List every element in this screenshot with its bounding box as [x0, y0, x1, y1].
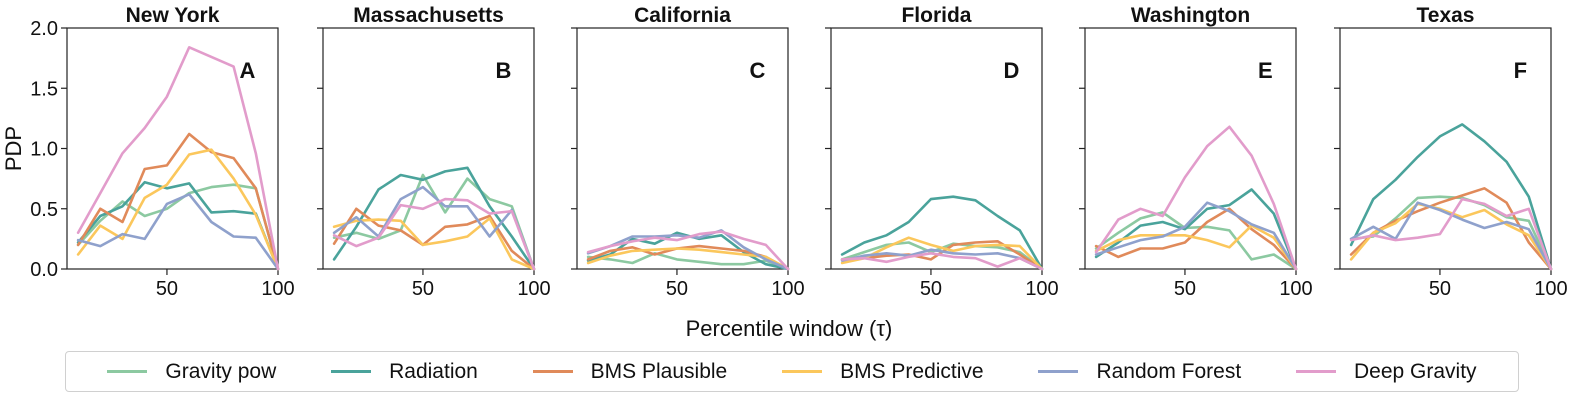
panel-title: Texas: [1417, 4, 1475, 27]
x-tick-label: 100: [261, 278, 294, 300]
legend-item: BMS Predictive: [782, 360, 984, 384]
series-line-deep-gravity: [1349, 197, 1553, 271]
y-axis-label: PDP: [1, 126, 26, 171]
series-line-random-forest: [332, 185, 536, 271]
series-line-deep-gravity: [76, 45, 280, 271]
series-line-radiation: [1349, 123, 1553, 271]
series-line-bms-predictive: [586, 247, 790, 271]
series-line-gravity-pow: [1094, 211, 1298, 271]
series-line-bms-plausible: [332, 207, 536, 271]
series-line-gravity-pow: [586, 252, 790, 271]
series-line-random-forest: [1094, 201, 1298, 271]
panel-title: New York: [126, 4, 220, 27]
legend-item: Random Forest: [1038, 360, 1241, 384]
x-tick-label: 50: [412, 278, 434, 300]
series-line-deep-gravity: [840, 252, 1044, 271]
series-line-bms-plausible: [76, 132, 280, 271]
legend-swatch: [107, 370, 148, 373]
legend-item: BMS Plausible: [532, 359, 728, 384]
series-line-random-forest: [76, 193, 280, 271]
panel-washington: Washington E 50 100: [1079, 4, 1313, 300]
panel-letter: F: [1514, 58, 1527, 83]
panel-massachusetts: Massachusetts B 50 100: [317, 4, 551, 300]
legend-swatch: [1296, 370, 1336, 373]
legend-swatch: [331, 370, 372, 373]
x-tick-label: 100: [1534, 278, 1567, 300]
panel-florida: Florida D 50 100: [825, 4, 1059, 300]
legend-item: Gravity pow: [107, 360, 276, 384]
series-line-deep-gravity: [1094, 125, 1298, 271]
series-line-bms-predictive: [840, 236, 1044, 271]
series-line-radiation: [76, 180, 280, 271]
x-tick-label: 50: [666, 278, 688, 300]
legend-label: Radiation: [389, 359, 478, 383]
panel-new-york: New York A 0.0 0.5 1.0 1.5 2.0 50 100: [30, 4, 295, 300]
x-tick-label: 100: [771, 278, 804, 300]
series-line-bms-plausible: [1094, 207, 1298, 271]
panel-title: Massachusetts: [353, 4, 504, 27]
series-line-radiation: [840, 195, 1044, 271]
y-tick-label: 1.0: [30, 139, 58, 161]
legend-label: Deep Gravity: [1354, 359, 1477, 383]
series-line-bms-predictive: [1349, 202, 1553, 271]
y-tick-label: 0.5: [30, 199, 58, 221]
panel-letter: B: [495, 58, 511, 83]
panel-texas: Texas F 50 100: [1334, 4, 1568, 300]
legend-item: Radiation: [331, 360, 478, 384]
legend-label: Random Forest: [1096, 359, 1242, 383]
panel-letter: E: [1258, 58, 1273, 83]
panel-title: Florida: [901, 4, 971, 27]
legend-label: Gravity pow: [165, 359, 277, 383]
x-tick-label: 50: [920, 278, 942, 300]
series-line-random-forest: [840, 248, 1044, 271]
legend-label: BMS Predictive: [840, 359, 984, 383]
panel-letter: A: [239, 58, 255, 83]
panel-letter: C: [749, 58, 765, 83]
panel-california: California C 50 100: [571, 4, 805, 300]
y-tick-label: 0.0: [30, 259, 58, 281]
legend-item: Deep Gravity: [1296, 360, 1477, 384]
x-tick-label: 100: [517, 278, 550, 300]
series-line-bms-predictive: [1094, 224, 1298, 271]
x-tick-label: 100: [1279, 278, 1312, 300]
legend-label: BMS Plausible: [590, 359, 728, 383]
x-tick-label: 50: [1174, 278, 1196, 300]
legend-swatch: [782, 370, 823, 373]
x-tick-label: 50: [1429, 278, 1451, 300]
series-line-deep-gravity: [332, 197, 536, 271]
panel-letter: D: [1003, 58, 1019, 83]
panel-title: California: [634, 4, 731, 27]
series-line-gravity-pow: [76, 183, 280, 271]
series-line-bms-predictive: [332, 217, 536, 271]
legend-swatch: [1038, 370, 1079, 373]
series-line-gravity-pow: [332, 173, 536, 271]
x-tick-label: 100: [1025, 278, 1058, 300]
panel-title: Washington: [1131, 4, 1250, 27]
series-line-radiation: [1094, 188, 1298, 271]
legend-swatch: [532, 370, 573, 373]
series-line-deep-gravity: [586, 230, 790, 271]
x-tick-label: 50: [156, 278, 178, 300]
legend: Gravity pow Radiation BMS Plausible BMS Pre…: [65, 351, 1519, 392]
series-line-bms-predictive: [76, 148, 280, 271]
y-tick-label: 1.5: [30, 78, 58, 100]
x-axis-label: Percentile window (τ): [686, 316, 893, 341]
y-tick-label: 2.0: [30, 18, 58, 40]
